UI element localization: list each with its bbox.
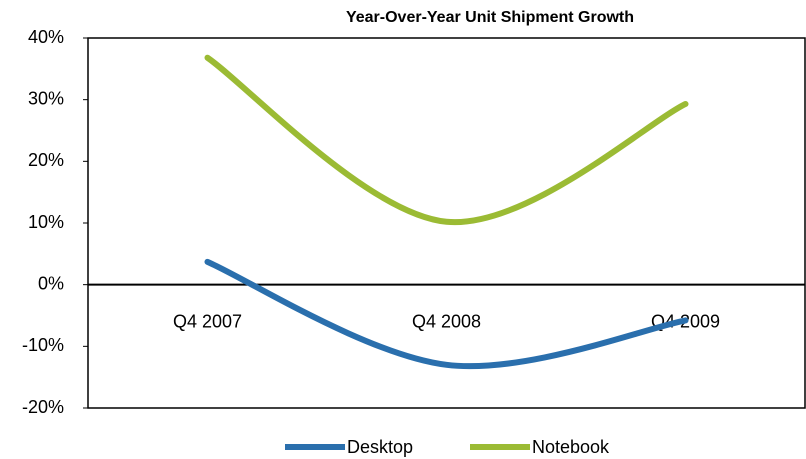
y-tick-label: 40% [28,27,64,47]
legend-label: Notebook [532,437,610,457]
y-tick-label: 30% [28,88,64,108]
series-line [204,54,689,225]
legend-label: Desktop [347,437,413,457]
x-tick-label: Q4 2007 [173,311,242,331]
y-tick-label: -10% [22,335,64,355]
chart-title: Year-Over-Year Unit Shipment Growth [346,9,634,26]
series-line [204,258,689,370]
y-tick-label: 0% [38,273,64,293]
y-tick-label: 20% [28,150,64,170]
y-tick-label: -20% [22,397,64,417]
y-tick-label: 10% [28,212,64,232]
x-tick-label: Q4 2008 [412,311,481,331]
